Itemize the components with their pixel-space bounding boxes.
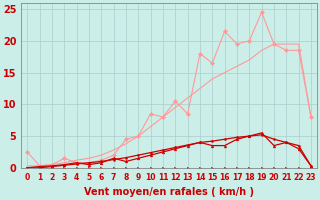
X-axis label: Vent moyen/en rafales ( km/h ): Vent moyen/en rafales ( km/h ) xyxy=(84,187,254,197)
